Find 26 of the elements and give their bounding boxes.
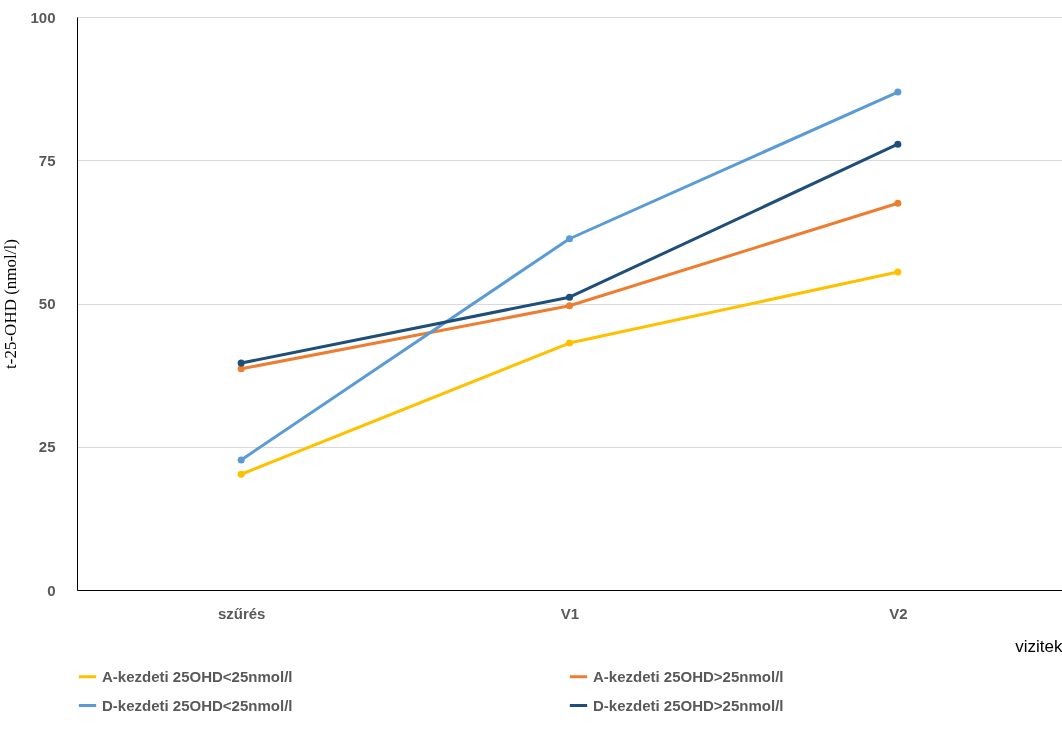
legend-label: D-kezdeti 25OHD<25nmol/l <box>102 696 293 714</box>
point <box>894 88 902 96</box>
legend-label: D-kezdeti 25OHD>25nmol/l <box>593 696 784 714</box>
x-axis-title: vizitek <box>1015 636 1062 656</box>
point <box>894 199 902 207</box>
y-axis-title: t-25-OHD (nmol/l) <box>1 239 21 369</box>
x-tick-label: V1 <box>560 604 580 622</box>
point <box>237 359 245 367</box>
y-tick-label: 50 <box>38 295 56 312</box>
point <box>565 302 574 310</box>
point <box>237 365 245 373</box>
y-tick-label: 75 <box>38 151 56 169</box>
legend-label: A-kezdeti 25OHD>25nmol/l <box>593 667 784 685</box>
point <box>237 456 245 464</box>
x-tick-label: V2 <box>889 604 908 622</box>
point <box>894 140 902 148</box>
y-tick-label: 0 <box>47 581 56 599</box>
point <box>565 235 574 243</box>
point <box>237 470 245 478</box>
x-tick-label: szűrés <box>217 604 266 622</box>
legend-label: A-kezdeti 25OHD<25nmol/l <box>102 667 293 685</box>
y-tick-label: 100 <box>30 8 56 26</box>
y-tick-label: 25 <box>38 438 56 456</box>
point <box>565 339 574 347</box>
point <box>894 268 902 276</box>
point <box>565 293 574 301</box>
